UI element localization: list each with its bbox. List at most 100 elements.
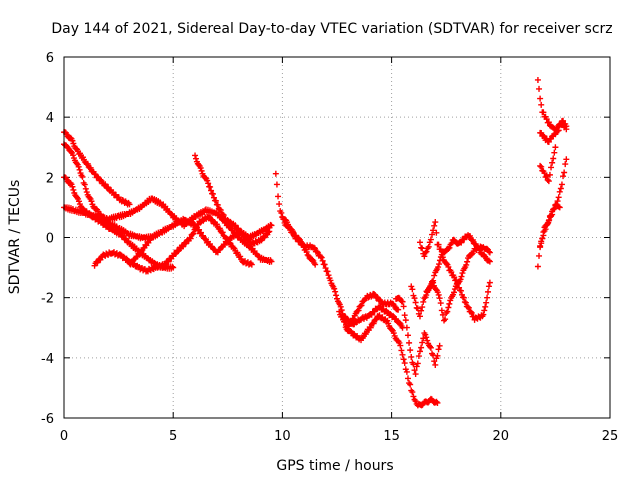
data-point bbox=[410, 393, 417, 400]
data-point bbox=[435, 241, 442, 248]
data-point bbox=[370, 320, 377, 327]
data-point bbox=[400, 303, 407, 310]
chart-title: Day 144 of 2021, Sidereal Day-to-day VTE… bbox=[51, 21, 612, 37]
data-point bbox=[437, 300, 444, 307]
data-point bbox=[214, 201, 221, 208]
data-point bbox=[435, 264, 442, 271]
x-tick-label: 15 bbox=[383, 429, 400, 444]
data-point bbox=[175, 248, 182, 255]
data-point bbox=[416, 348, 423, 355]
y-tick-label: 0 bbox=[46, 232, 54, 247]
data-point bbox=[556, 188, 563, 195]
data-point bbox=[390, 330, 397, 337]
y-tick-label: -2 bbox=[41, 292, 54, 307]
data-point bbox=[69, 183, 76, 190]
data-point bbox=[197, 229, 204, 236]
data-point bbox=[235, 225, 242, 232]
x-tick-label: 0 bbox=[60, 429, 68, 444]
data-point bbox=[486, 258, 493, 265]
data-point bbox=[136, 251, 143, 258]
data-point bbox=[414, 360, 421, 367]
data-point bbox=[549, 159, 556, 166]
data-point bbox=[232, 222, 239, 229]
data-point bbox=[425, 243, 432, 250]
data-point bbox=[558, 181, 565, 188]
data-point bbox=[550, 206, 557, 213]
data-point bbox=[413, 363, 420, 370]
data-point bbox=[434, 352, 441, 359]
data-point bbox=[427, 236, 434, 243]
data-point bbox=[423, 248, 430, 255]
data-point bbox=[441, 317, 448, 324]
data-point bbox=[276, 201, 283, 208]
data-point bbox=[419, 339, 426, 346]
data-marks bbox=[61, 76, 570, 409]
data-point bbox=[401, 312, 408, 319]
data-point bbox=[456, 284, 463, 291]
data-track bbox=[392, 294, 443, 378]
data-point bbox=[446, 244, 453, 251]
data-point bbox=[543, 116, 550, 123]
data-point bbox=[414, 305, 421, 312]
data-point bbox=[332, 288, 339, 295]
data-point bbox=[399, 298, 406, 305]
data-track bbox=[423, 243, 493, 324]
data-point bbox=[169, 263, 176, 270]
data-point bbox=[451, 286, 458, 293]
data-point bbox=[468, 251, 475, 258]
data-point bbox=[333, 292, 340, 299]
data-point bbox=[468, 309, 475, 316]
data-point bbox=[458, 273, 465, 280]
data-point bbox=[336, 308, 343, 315]
data-point bbox=[192, 155, 199, 162]
data-point bbox=[390, 312, 397, 319]
data-point bbox=[464, 303, 471, 310]
y-tick-label: 6 bbox=[46, 51, 54, 66]
data-point bbox=[445, 263, 452, 270]
data-track bbox=[537, 201, 563, 251]
data-point bbox=[388, 326, 395, 333]
data-point bbox=[485, 257, 492, 264]
data-point bbox=[355, 307, 362, 314]
data-point bbox=[318, 254, 325, 261]
data-point bbox=[537, 244, 544, 251]
data-point bbox=[219, 229, 226, 236]
data-point bbox=[422, 249, 429, 256]
data-point bbox=[416, 313, 423, 320]
data-point bbox=[549, 211, 556, 218]
data-point bbox=[426, 343, 433, 350]
data-point bbox=[562, 161, 569, 168]
data-track bbox=[61, 129, 133, 208]
data-point bbox=[540, 229, 547, 236]
data-point bbox=[192, 152, 199, 159]
data-point bbox=[309, 256, 316, 263]
data-point bbox=[555, 203, 562, 210]
data-point bbox=[433, 229, 440, 236]
data-point bbox=[94, 173, 101, 180]
data-point bbox=[385, 320, 392, 327]
data-point bbox=[304, 251, 311, 258]
data-point bbox=[458, 287, 465, 294]
data-point bbox=[407, 347, 414, 354]
data-point bbox=[550, 155, 557, 162]
data-point bbox=[342, 318, 349, 325]
data-track bbox=[272, 170, 319, 268]
data-point bbox=[540, 132, 547, 139]
data-point bbox=[545, 119, 552, 126]
data-point bbox=[411, 367, 418, 374]
data-track bbox=[537, 144, 559, 185]
data-point bbox=[485, 288, 492, 295]
data-point bbox=[539, 235, 546, 242]
data-point bbox=[198, 167, 205, 174]
data-point bbox=[275, 193, 282, 200]
data-point bbox=[461, 236, 468, 243]
data-point bbox=[358, 302, 365, 309]
data-point bbox=[319, 257, 326, 264]
data-point bbox=[466, 232, 473, 239]
data-point bbox=[536, 252, 543, 259]
data-track bbox=[408, 251, 493, 323]
data-point bbox=[272, 170, 279, 177]
data-point bbox=[435, 291, 442, 298]
data-point bbox=[396, 319, 403, 326]
data-point bbox=[402, 317, 409, 324]
